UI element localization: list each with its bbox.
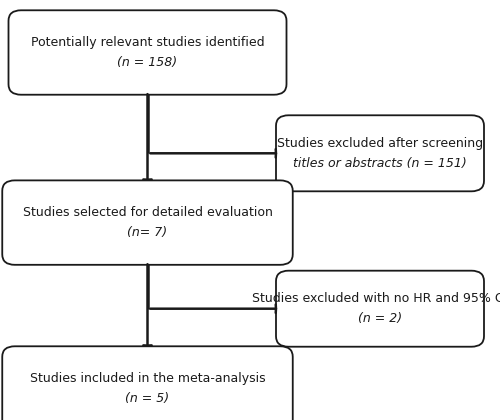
Text: (n= 7): (n= 7) (128, 226, 168, 239)
FancyBboxPatch shape (2, 180, 293, 265)
Text: Studies excluded with no HR and 95% CI: Studies excluded with no HR and 95% CI (252, 292, 500, 305)
FancyBboxPatch shape (276, 115, 484, 191)
Text: Studies selected for detailed evaluation: Studies selected for detailed evaluation (22, 206, 272, 219)
Text: Studies excluded after screening: Studies excluded after screening (277, 137, 483, 150)
Text: (n = 5): (n = 5) (126, 392, 170, 405)
Text: titles or abstracts (n = 151): titles or abstracts (n = 151) (293, 157, 467, 170)
Text: (n = 158): (n = 158) (118, 56, 178, 69)
FancyBboxPatch shape (276, 270, 484, 347)
Text: Studies included in the meta-analysis: Studies included in the meta-analysis (30, 372, 266, 385)
FancyBboxPatch shape (2, 346, 293, 420)
Text: Potentially relevant studies identified: Potentially relevant studies identified (30, 36, 264, 49)
Text: (n = 2): (n = 2) (358, 312, 402, 325)
FancyBboxPatch shape (8, 10, 286, 95)
